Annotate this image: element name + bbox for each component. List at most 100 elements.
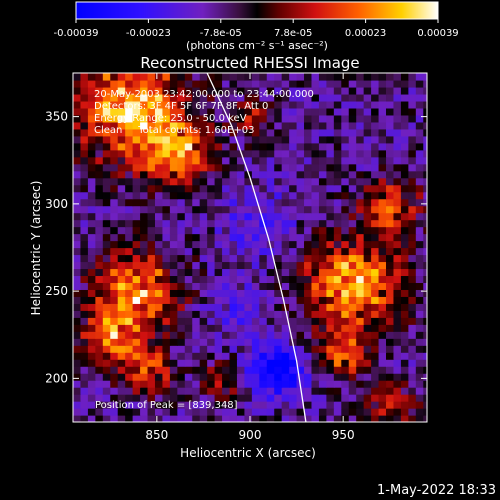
heatmap-cell	[95, 331, 104, 339]
heatmap-cell	[423, 289, 427, 297]
heatmap-cell	[423, 107, 427, 116]
heatmap-cell	[251, 107, 260, 116]
heatmap-cell	[80, 338, 89, 346]
heatmap-cell	[236, 415, 246, 422]
heatmap-cell	[199, 401, 208, 409]
heatmap-cell	[162, 226, 171, 235]
heatmap-cell	[423, 394, 427, 402]
heatmap-cell	[214, 79, 223, 88]
heatmap-cell	[363, 191, 372, 200]
heatmap-cell	[281, 401, 290, 409]
heatmap-cell	[207, 380, 216, 388]
heatmap-cell	[341, 233, 350, 242]
heatmap-cell	[207, 317, 216, 325]
heatmap-cell	[117, 240, 126, 249]
heatmap-cell	[371, 142, 380, 151]
heatmap-cell	[162, 373, 171, 381]
heatmap-cell	[356, 170, 365, 179]
heatmap-cell	[400, 289, 409, 297]
heatmap-cell	[423, 268, 427, 277]
heatmap-cell	[192, 233, 201, 242]
heatmap-cell	[408, 212, 417, 221]
heatmap-cell	[229, 184, 238, 193]
heatmap-cell	[408, 373, 417, 381]
heatmap-cell	[102, 219, 111, 228]
heatmap-cell	[348, 275, 357, 283]
heatmap-cell	[371, 415, 380, 422]
heatmap-cell	[304, 184, 313, 193]
heatmap-cell	[386, 198, 395, 207]
heatmap-cell	[229, 240, 238, 249]
heatmap-cell	[177, 254, 186, 263]
heatmap-cell	[125, 380, 134, 388]
heatmap-cell	[318, 156, 327, 165]
heatmap-cell	[259, 79, 268, 88]
heatmap-cell	[244, 310, 253, 318]
heatmap-cell	[214, 268, 223, 277]
heatmap-cell	[311, 331, 320, 339]
heatmap-cell	[192, 275, 201, 283]
heatmap-cell	[147, 408, 156, 416]
heatmap-cell	[266, 79, 275, 88]
heatmap-cell	[400, 303, 409, 311]
heatmap-cell	[132, 352, 141, 360]
heatmap-cell	[192, 338, 201, 346]
heatmap-cell	[318, 366, 327, 374]
heatmap-cell	[102, 387, 111, 395]
heatmap-cell	[229, 282, 238, 290]
heatmap-cell	[333, 212, 342, 221]
heatmap-cell	[348, 338, 357, 346]
heatmap-cell	[356, 268, 365, 277]
heatmap-cell	[125, 401, 134, 409]
heatmap-cell	[125, 191, 134, 200]
heatmap-cell	[125, 233, 134, 242]
heatmap-cell	[117, 149, 126, 158]
heatmap-cell	[184, 233, 193, 242]
heatmap-cell	[311, 156, 320, 165]
heatmap-cell	[415, 380, 424, 388]
heatmap-cell	[207, 268, 216, 277]
heatmap-cell	[318, 240, 327, 249]
heatmap-cell	[408, 226, 417, 235]
heatmap-cell	[304, 338, 313, 346]
heatmap-cell	[169, 205, 178, 214]
heatmap-cell	[184, 317, 193, 325]
heatmap-cell	[266, 128, 275, 137]
heatmap-cell	[87, 128, 96, 137]
heatmap-cell	[117, 401, 126, 409]
heatmap-cell	[199, 366, 208, 374]
heatmap-cell	[274, 135, 283, 144]
heatmap-cell	[87, 247, 96, 256]
heatmap-cell	[125, 317, 134, 325]
heatmap-cell	[393, 86, 402, 95]
heatmap-cell	[296, 324, 305, 332]
heatmap-cell	[363, 282, 372, 290]
heatmap-cell	[281, 373, 290, 381]
heatmap-cell	[266, 317, 275, 325]
heatmap-cell	[222, 149, 231, 158]
heatmap-cell	[117, 226, 126, 235]
heatmap-cell	[199, 254, 208, 263]
heatmap-cell	[102, 254, 111, 263]
heatmap-cell	[311, 268, 320, 277]
heatmap-cell	[408, 128, 417, 137]
heatmap-cell	[192, 296, 201, 304]
heatmap-cell	[207, 387, 216, 395]
heatmap-cell	[147, 352, 156, 360]
heatmap-cell	[423, 212, 427, 221]
heatmap-cell	[184, 289, 193, 297]
heatmap-cell	[251, 184, 260, 193]
heatmap-cell	[296, 170, 305, 179]
heatmap-cell	[132, 296, 141, 304]
heatmap-cell	[386, 324, 395, 332]
heatmap-cell	[259, 142, 268, 151]
heatmap-cell	[184, 79, 193, 88]
heatmap-cell	[73, 415, 82, 422]
heatmap-cell	[386, 394, 395, 402]
heatmap-cell	[259, 303, 268, 311]
heatmap-cell	[117, 191, 126, 200]
heatmap-cell	[102, 394, 111, 402]
heatmap-cell	[274, 394, 283, 402]
heatmap-cell	[281, 121, 290, 130]
heatmap-cell	[244, 226, 253, 235]
